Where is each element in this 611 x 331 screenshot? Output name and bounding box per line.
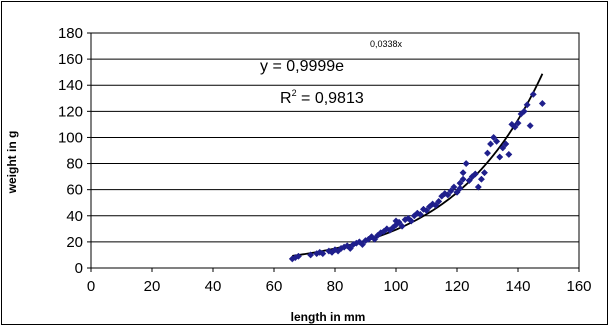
data-point <box>514 119 522 127</box>
x-tick-label: 0 <box>87 278 95 295</box>
x-tick-label: 100 <box>383 278 408 295</box>
y-axis-title: weight in g <box>5 131 19 195</box>
x-tick-label: 160 <box>566 278 591 295</box>
data-point <box>355 238 363 246</box>
equation-main: y = 0,9999e <box>260 58 344 75</box>
data-point <box>526 122 534 130</box>
data-point <box>444 191 452 199</box>
data-point <box>432 201 440 209</box>
r-squared-label: R2 = 0,9813 <box>280 88 364 107</box>
x-tick-label: 20 <box>144 278 161 295</box>
y-tick-label: 60 <box>66 182 83 199</box>
data-point <box>490 133 498 141</box>
x-tick-label: 60 <box>266 278 283 295</box>
data-point <box>502 140 510 148</box>
gridlines <box>91 58 579 243</box>
data-point <box>422 207 431 215</box>
data-point <box>416 210 424 219</box>
y-tick-label: 160 <box>58 51 83 68</box>
data-point <box>493 137 501 145</box>
r-squared-prefix: R <box>280 90 292 107</box>
data-point <box>398 222 406 230</box>
data-point <box>346 244 354 252</box>
data-point <box>496 153 504 161</box>
data-point <box>505 150 513 158</box>
data-point <box>520 107 528 115</box>
y-tick-label: 80 <box>66 156 83 173</box>
data-point <box>462 160 470 168</box>
data-point <box>453 188 461 196</box>
data-point <box>529 90 537 98</box>
x-axis-title: length in mm <box>291 310 366 324</box>
y-tick-label: 180 <box>58 25 83 42</box>
data-point <box>471 170 479 178</box>
data-point <box>435 197 443 205</box>
x-tick-label: 40 <box>205 278 222 295</box>
y-tick-label: 40 <box>66 208 83 225</box>
y-tick-label: 0 <box>75 260 83 277</box>
chart-frame: 0 20 40 60 80 100 120 140 160 180 0 20 40 60 80 100 120… <box>1 1 608 325</box>
data-point <box>486 140 495 148</box>
data-point <box>395 218 403 226</box>
x-tick-label: 120 <box>444 278 469 295</box>
data-point <box>319 250 327 258</box>
data-point <box>358 240 367 249</box>
data-point <box>307 251 315 259</box>
y-tick-label: 120 <box>58 103 83 120</box>
data-point <box>465 176 473 185</box>
data-point <box>294 252 302 260</box>
y-tick-label: 100 <box>58 129 83 146</box>
data-point <box>371 235 379 243</box>
r-squared-value: = 0,9813 <box>297 90 364 107</box>
y-tick-label: 20 <box>66 234 83 251</box>
data-point <box>499 144 507 152</box>
data-point <box>538 99 546 108</box>
x-axis-ticks: 0 20 40 60 80 100 120 140 160 <box>87 268 592 295</box>
data-point <box>483 149 492 157</box>
data-point <box>511 123 519 131</box>
data-point <box>480 169 489 177</box>
data-point <box>450 183 458 191</box>
x-tick-label: 140 <box>505 278 530 295</box>
r-squared-sup: 2 <box>292 88 297 98</box>
data-point <box>407 217 415 225</box>
data-point <box>456 184 464 192</box>
data-point <box>459 175 467 183</box>
data-point <box>523 101 531 109</box>
data-point <box>474 183 482 191</box>
data-point <box>477 175 485 183</box>
equation-exponent: 0,0338x <box>370 39 403 49</box>
data-point <box>447 187 455 195</box>
x-tick-label: 80 <box>327 278 344 295</box>
data-points <box>288 90 546 263</box>
data-point <box>459 169 467 177</box>
data-point <box>508 120 516 128</box>
scatter-chart: 0 20 40 60 80 100 120 140 160 180 0 20 40 60 80 100 120… <box>5 25 592 324</box>
trendline-equation: y = 0,9999e <box>260 58 344 75</box>
y-axis-ticks: 0 20 40 60 80 100 120 140 160 180 <box>58 25 91 277</box>
y-tick-label: 140 <box>58 77 83 94</box>
